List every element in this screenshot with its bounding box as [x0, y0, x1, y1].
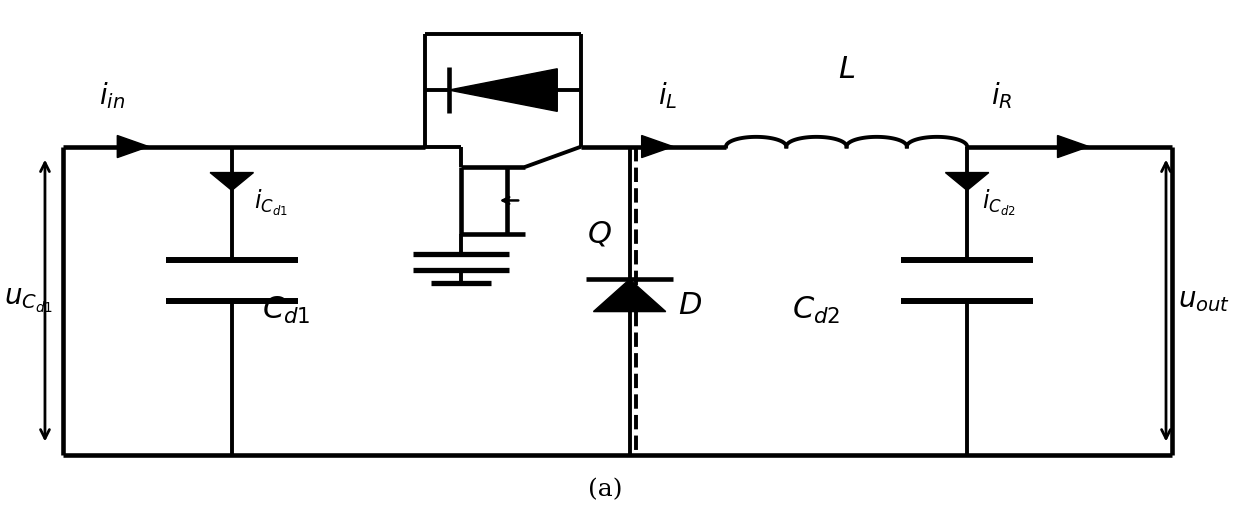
- Polygon shape: [642, 135, 673, 158]
- Polygon shape: [945, 172, 989, 190]
- Text: $i_{L}$: $i_{L}$: [658, 80, 678, 111]
- Polygon shape: [118, 135, 149, 158]
- Text: $C_{d1}$: $C_{d1}$: [261, 295, 311, 326]
- Polygon shape: [593, 279, 665, 311]
- Text: $D$: $D$: [678, 290, 701, 321]
- Text: $Q$: $Q$: [587, 218, 612, 249]
- Text: $u_{C_{d1}}$: $u_{C_{d1}}$: [4, 286, 53, 315]
- Polygon shape: [1058, 135, 1089, 158]
- Text: $i_{C_{d2}}$: $i_{C_{d2}}$: [981, 187, 1015, 218]
- Text: $C_{d2}$: $C_{d2}$: [792, 295, 841, 326]
- Text: $i_{C_{d1}}$: $i_{C_{d1}}$: [254, 187, 287, 218]
- Text: (a): (a): [589, 478, 623, 501]
- Polygon shape: [211, 172, 254, 190]
- Polygon shape: [449, 69, 558, 112]
- Text: $i_{in}$: $i_{in}$: [99, 80, 125, 111]
- Text: $u_{out}$: $u_{out}$: [1178, 287, 1230, 314]
- Text: $L$: $L$: [838, 54, 855, 85]
- Text: $i_{R}$: $i_{R}$: [991, 80, 1012, 111]
